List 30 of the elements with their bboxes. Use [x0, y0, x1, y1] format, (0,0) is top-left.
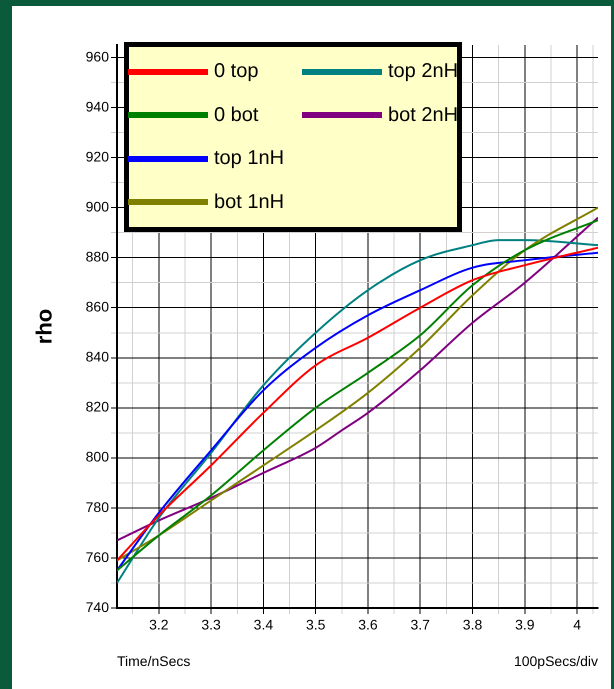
y-tick-label: 840	[86, 348, 110, 365]
y-tick-label: 780	[86, 498, 110, 515]
x-tick-label: 3.9	[515, 616, 535, 632]
y-tick-label: 740	[86, 598, 110, 615]
x-tick-label: 3.4	[254, 616, 274, 632]
legend-label: top 1nH	[214, 147, 284, 170]
y-tick-label: 800	[86, 448, 110, 465]
x-tick-label: 3.8	[462, 616, 482, 632]
x-tick-label: 3.7	[410, 616, 430, 632]
legend-label: 0 top	[214, 60, 258, 84]
legend-label: bot 1nH	[214, 190, 284, 214]
y-axis-title: rho	[31, 308, 56, 344]
text: 100pSecs/div	[514, 652, 598, 669]
x-tick-label: 3.5	[306, 616, 326, 632]
y-tick-label: 960	[86, 48, 110, 64]
legend-label: bot 2nH	[388, 104, 458, 127]
x-tick-label: 4	[573, 616, 582, 632]
x-tick-label: 3.3	[201, 616, 222, 632]
y-tick-label: 940	[86, 98, 110, 114]
y-tick-label: 880	[86, 248, 110, 265]
y-tick-label: 920	[86, 148, 110, 164]
x-tick-label: 3.2	[149, 616, 169, 632]
y-tick-label: 760	[86, 548, 110, 565]
x-tick-label: 3.6	[358, 616, 378, 632]
y-tick-label: 820	[86, 398, 110, 415]
y-tick-label: 900	[86, 198, 110, 215]
legend-label: 0 bot	[214, 104, 258, 127]
legend-label: top 2nH	[388, 60, 458, 84]
y-tick-label: 860	[86, 298, 110, 315]
x-axis-title: Time/nSecs	[117, 652, 190, 669]
